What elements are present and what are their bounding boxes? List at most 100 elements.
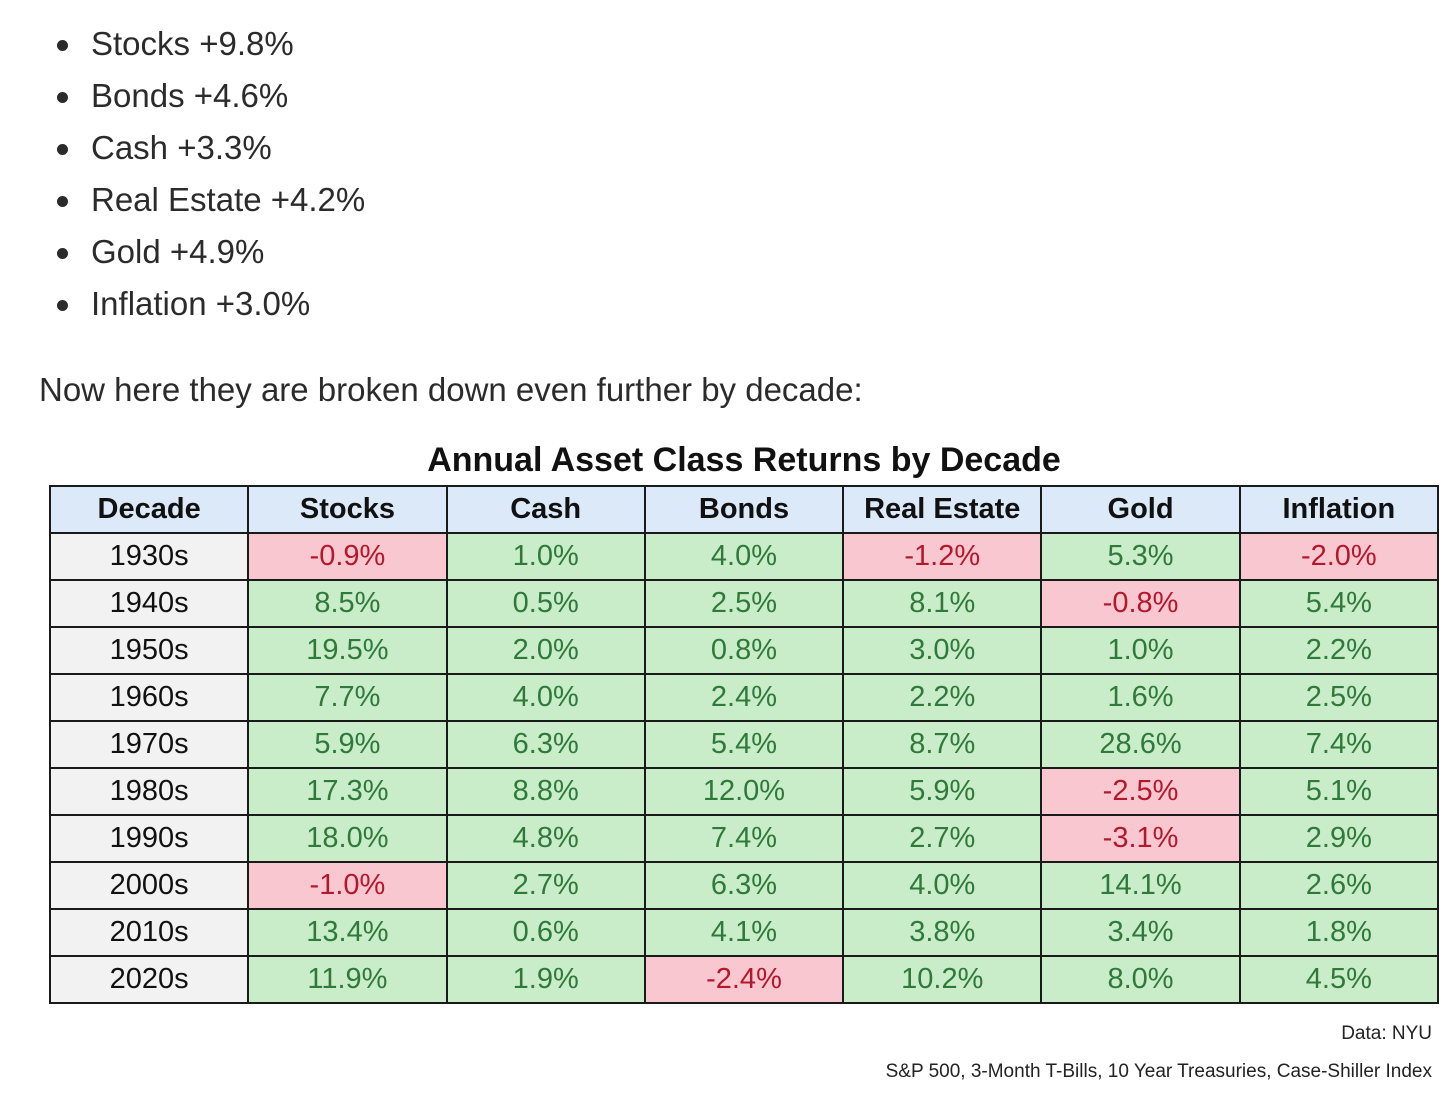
return-cell: 7.4% bbox=[643, 814, 845, 863]
return-cell: 13.4% bbox=[247, 908, 448, 957]
table-row: 1970s 5.9% 6.3% 5.4% 8.7% 28.6% 7.4% bbox=[48, 720, 1440, 769]
return-cell: 4.0% bbox=[842, 861, 1043, 910]
return-cell: 4.5% bbox=[1238, 955, 1440, 1004]
return-cell: 4.1% bbox=[643, 908, 845, 957]
return-cell: -1.2% bbox=[842, 532, 1043, 581]
summary-list: Stocks +9.8% Bonds +4.6% Cash +3.3% Real… bbox=[0, 20, 365, 332]
decade-cell: 1930s bbox=[48, 532, 250, 581]
return-cell: 7.4% bbox=[1238, 720, 1440, 769]
decade-cell: 2020s bbox=[48, 955, 250, 1004]
table-row: 2020s 11.9% 1.9% -2.4% 10.2% 8.0% 4.5% bbox=[48, 955, 1440, 1004]
return-cell: 2.5% bbox=[643, 579, 845, 628]
return-cell: -3.1% bbox=[1040, 814, 1241, 863]
table-row: 1950s 19.5% 2.0% 0.8% 3.0% 1.0% 2.2% bbox=[48, 626, 1440, 675]
table-body: 1930s -0.9% 1.0% 4.0% -1.2% 5.3% -2.0% 1940s 8.5… bbox=[48, 532, 1440, 1004]
return-cell: 4.0% bbox=[445, 673, 646, 722]
column-header: Stocks bbox=[247, 485, 448, 534]
table-row: 2000s -1.0% 2.7% 6.3% 4.0% 14.1% 2.6% bbox=[48, 861, 1440, 910]
chart-title: Annual Asset Class Returns by Decade bbox=[427, 441, 1061, 479]
table-row: 1940s 8.5% 0.5% 2.5% 8.1% -0.8% 5.4% bbox=[48, 579, 1440, 628]
return-cell: 5.9% bbox=[247, 720, 448, 769]
decade-cell: 1970s bbox=[48, 720, 250, 769]
return-cell: 2.7% bbox=[445, 861, 646, 910]
return-cell: 7.7% bbox=[247, 673, 448, 722]
summary-item: Gold +4.9% bbox=[0, 228, 365, 280]
return-cell: 11.9% bbox=[247, 955, 448, 1004]
column-header: Inflation bbox=[1238, 485, 1440, 534]
return-cell: 8.7% bbox=[842, 720, 1043, 769]
return-cell: 0.5% bbox=[445, 579, 646, 628]
return-cell: 0.8% bbox=[643, 626, 845, 675]
table-row: 1930s -0.9% 1.0% 4.0% -1.2% 5.3% -2.0% bbox=[48, 532, 1440, 581]
return-cell: 1.0% bbox=[1040, 626, 1241, 675]
return-cell: 8.8% bbox=[445, 767, 646, 816]
summary-item-label: Stocks +9.8% bbox=[91, 25, 294, 62]
lead-paragraph: Now here they are broken down even furth… bbox=[39, 371, 863, 408]
return-cell: 4.0% bbox=[643, 532, 845, 581]
table-header-row: Decade Stocks Cash Bonds Real Estate Gold Infl… bbox=[48, 485, 1440, 534]
return-cell: -2.5% bbox=[1040, 767, 1241, 816]
summary-item: Real Estate +4.2% bbox=[0, 176, 365, 228]
return-cell: 2.7% bbox=[842, 814, 1043, 863]
table-row: 1990s 18.0% 4.8% 7.4% 2.7% -3.1% 2.9% bbox=[48, 814, 1440, 863]
return-cell: 28.6% bbox=[1040, 720, 1241, 769]
return-cell: -0.9% bbox=[247, 532, 448, 581]
return-cell: 1.0% bbox=[445, 532, 646, 581]
decade-cell: 1990s bbox=[48, 814, 250, 863]
bullet-dot-icon bbox=[57, 144, 68, 155]
data-source-note: Data: NYU bbox=[1341, 1023, 1432, 1044]
bullet-dot-icon bbox=[57, 40, 68, 51]
return-cell: 2.6% bbox=[1238, 861, 1440, 910]
return-cell: 2.0% bbox=[445, 626, 646, 675]
column-header: Real Estate bbox=[842, 485, 1043, 534]
return-cell: 2.5% bbox=[1238, 673, 1440, 722]
return-cell: 12.0% bbox=[643, 767, 845, 816]
return-cell: 6.3% bbox=[643, 861, 845, 910]
return-cell: 1.9% bbox=[445, 955, 646, 1004]
return-cell: 4.8% bbox=[445, 814, 646, 863]
summary-item: Cash +3.3% bbox=[0, 124, 365, 176]
return-cell: 3.4% bbox=[1040, 908, 1241, 957]
decade-cell: 1980s bbox=[48, 767, 250, 816]
summary-item: Stocks +9.8% bbox=[0, 20, 365, 72]
return-cell: 8.1% bbox=[842, 579, 1043, 628]
summary-item: Bonds +4.6% bbox=[0, 72, 365, 124]
return-cell: 8.0% bbox=[1040, 955, 1241, 1004]
bullet-dot-icon bbox=[57, 300, 68, 311]
bullet-dot-icon bbox=[57, 248, 68, 259]
column-header: Cash bbox=[445, 485, 646, 534]
return-cell: 3.8% bbox=[842, 908, 1043, 957]
return-cell: 3.0% bbox=[842, 626, 1043, 675]
return-cell: 17.3% bbox=[247, 767, 448, 816]
column-header: Decade bbox=[48, 485, 250, 534]
bullet-dot-icon bbox=[57, 196, 68, 207]
return-cell: 1.8% bbox=[1238, 908, 1440, 957]
return-cell: 5.3% bbox=[1040, 532, 1241, 581]
return-cell: -1.0% bbox=[247, 861, 448, 910]
decade-cell: 2010s bbox=[48, 908, 250, 957]
decade-cell: 1960s bbox=[48, 673, 250, 722]
summary-item-label: Gold +4.9% bbox=[91, 233, 265, 270]
decade-cell: 1950s bbox=[48, 626, 250, 675]
return-cell: -2.4% bbox=[643, 955, 845, 1004]
bullet-dot-icon bbox=[57, 92, 68, 103]
index-footnote: S&P 500, 3-Month T-Bills, 10 Year Treasu… bbox=[885, 1061, 1432, 1082]
summary-item-label: Bonds +4.6% bbox=[91, 77, 289, 114]
returns-table: Decade Stocks Cash Bonds Real Estate Gold Infl… bbox=[48, 485, 1440, 1004]
return-cell: 2.2% bbox=[1238, 626, 1440, 675]
column-header: Bonds bbox=[643, 485, 845, 534]
table-row: 1980s 17.3% 8.8% 12.0% 5.9% -2.5% 5.1% bbox=[48, 767, 1440, 816]
return-cell: 5.4% bbox=[643, 720, 845, 769]
return-cell: 19.5% bbox=[247, 626, 448, 675]
decade-cell: 2000s bbox=[48, 861, 250, 910]
return-cell: 6.3% bbox=[445, 720, 646, 769]
table-row: 1960s 7.7% 4.0% 2.4% 2.2% 1.6% 2.5% bbox=[48, 673, 1440, 722]
return-cell: -0.8% bbox=[1040, 579, 1241, 628]
return-cell: 18.0% bbox=[247, 814, 448, 863]
return-cell: 2.9% bbox=[1238, 814, 1440, 863]
summary-item-label: Inflation +3.0% bbox=[91, 285, 311, 322]
summary-item: Inflation +3.0% bbox=[0, 280, 365, 332]
return-cell: 5.1% bbox=[1238, 767, 1440, 816]
summary-item-label: Real Estate +4.2% bbox=[91, 181, 366, 218]
summary-item-label: Cash +3.3% bbox=[91, 129, 272, 166]
